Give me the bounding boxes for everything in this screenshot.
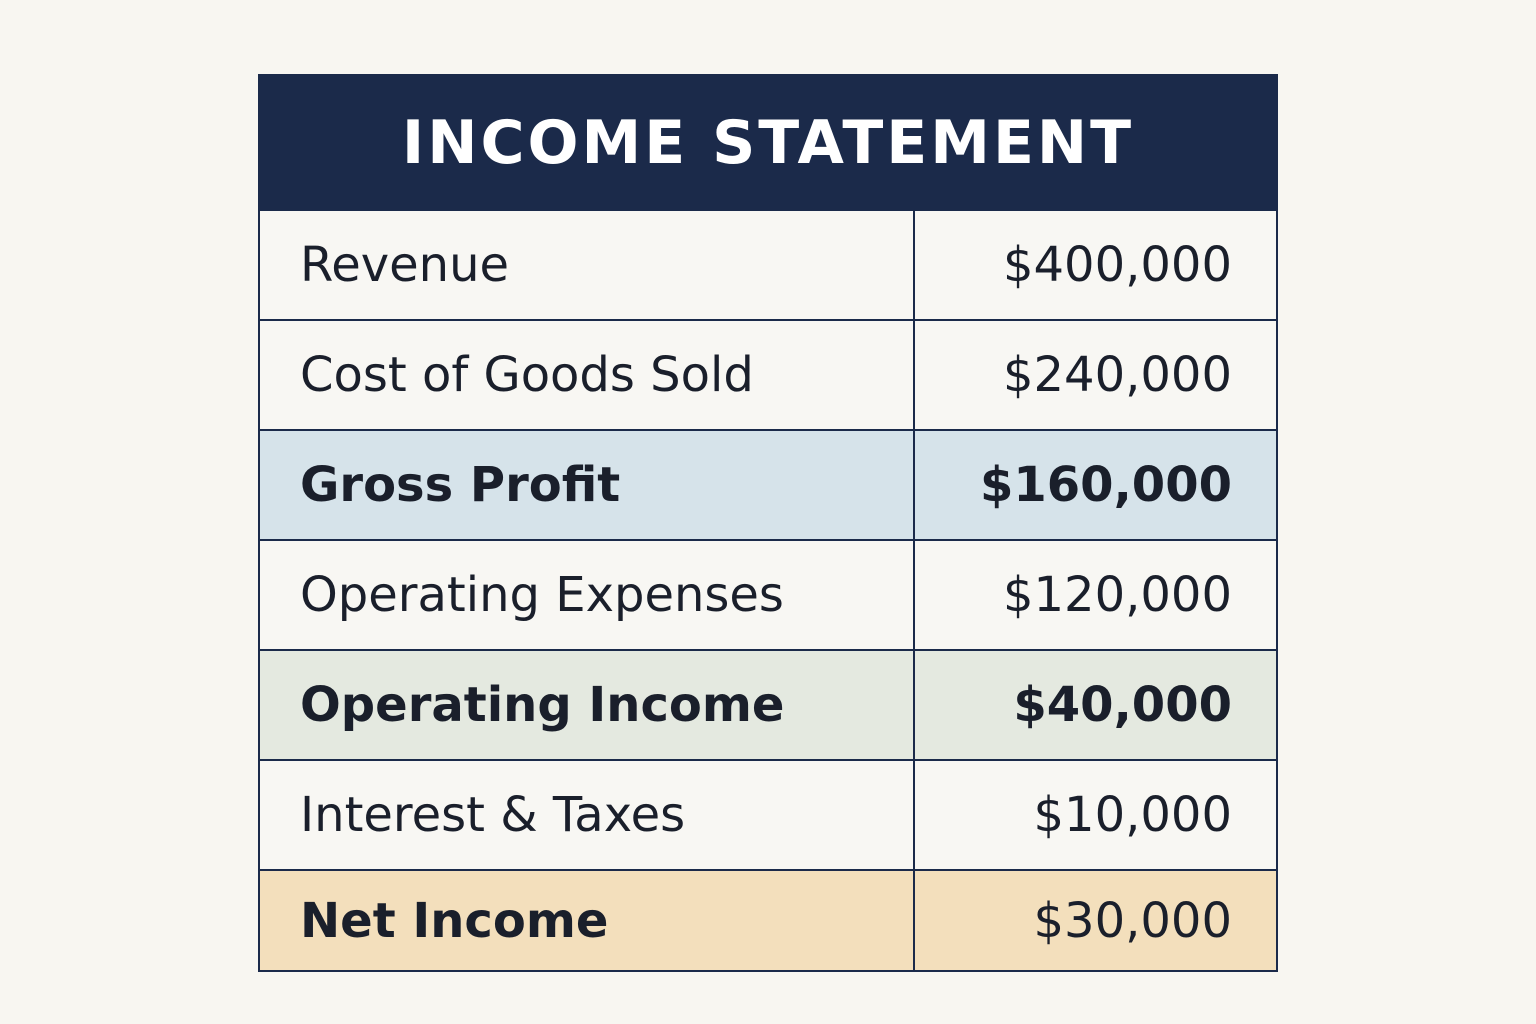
row-value: $30,000	[1033, 892, 1233, 949]
row-value: $240,000	[1002, 347, 1232, 403]
income-statement-table: INCOME STATEMENT Revenue $400,000 Cost o…	[258, 74, 1278, 972]
row-label: Operating Income	[260, 651, 915, 759]
row-value: $10,000	[1033, 787, 1233, 843]
row-label: Cost of Goods Sold	[260, 321, 915, 429]
row-label: Operating Expenses	[260, 541, 915, 649]
table-row-gross-profit: Gross Profit $160,000	[260, 429, 1276, 539]
row-label: Net Income	[260, 871, 915, 970]
row-value: $400,000	[1002, 237, 1232, 293]
table-row-interest-taxes: Interest & Taxes $10,000	[260, 759, 1276, 869]
table-row-cogs: Cost of Goods Sold $240,000	[260, 319, 1276, 429]
row-label: Gross Profit	[260, 431, 915, 539]
row-value: $160,000	[979, 457, 1232, 513]
table-row-revenue: Revenue $400,000	[260, 209, 1276, 319]
table-title: INCOME STATEMENT	[260, 76, 1276, 209]
row-label: Interest & Taxes	[260, 761, 915, 869]
row-label: Revenue	[260, 211, 915, 319]
table-row-net-income: Net Income $30,000	[260, 869, 1276, 970]
row-value: $120,000	[1002, 567, 1232, 623]
table-row-operating-income: Operating Income $40,000	[260, 649, 1276, 759]
table-row-operating-expenses: Operating Expenses $120,000	[260, 539, 1276, 649]
row-value: $40,000	[1013, 677, 1232, 733]
